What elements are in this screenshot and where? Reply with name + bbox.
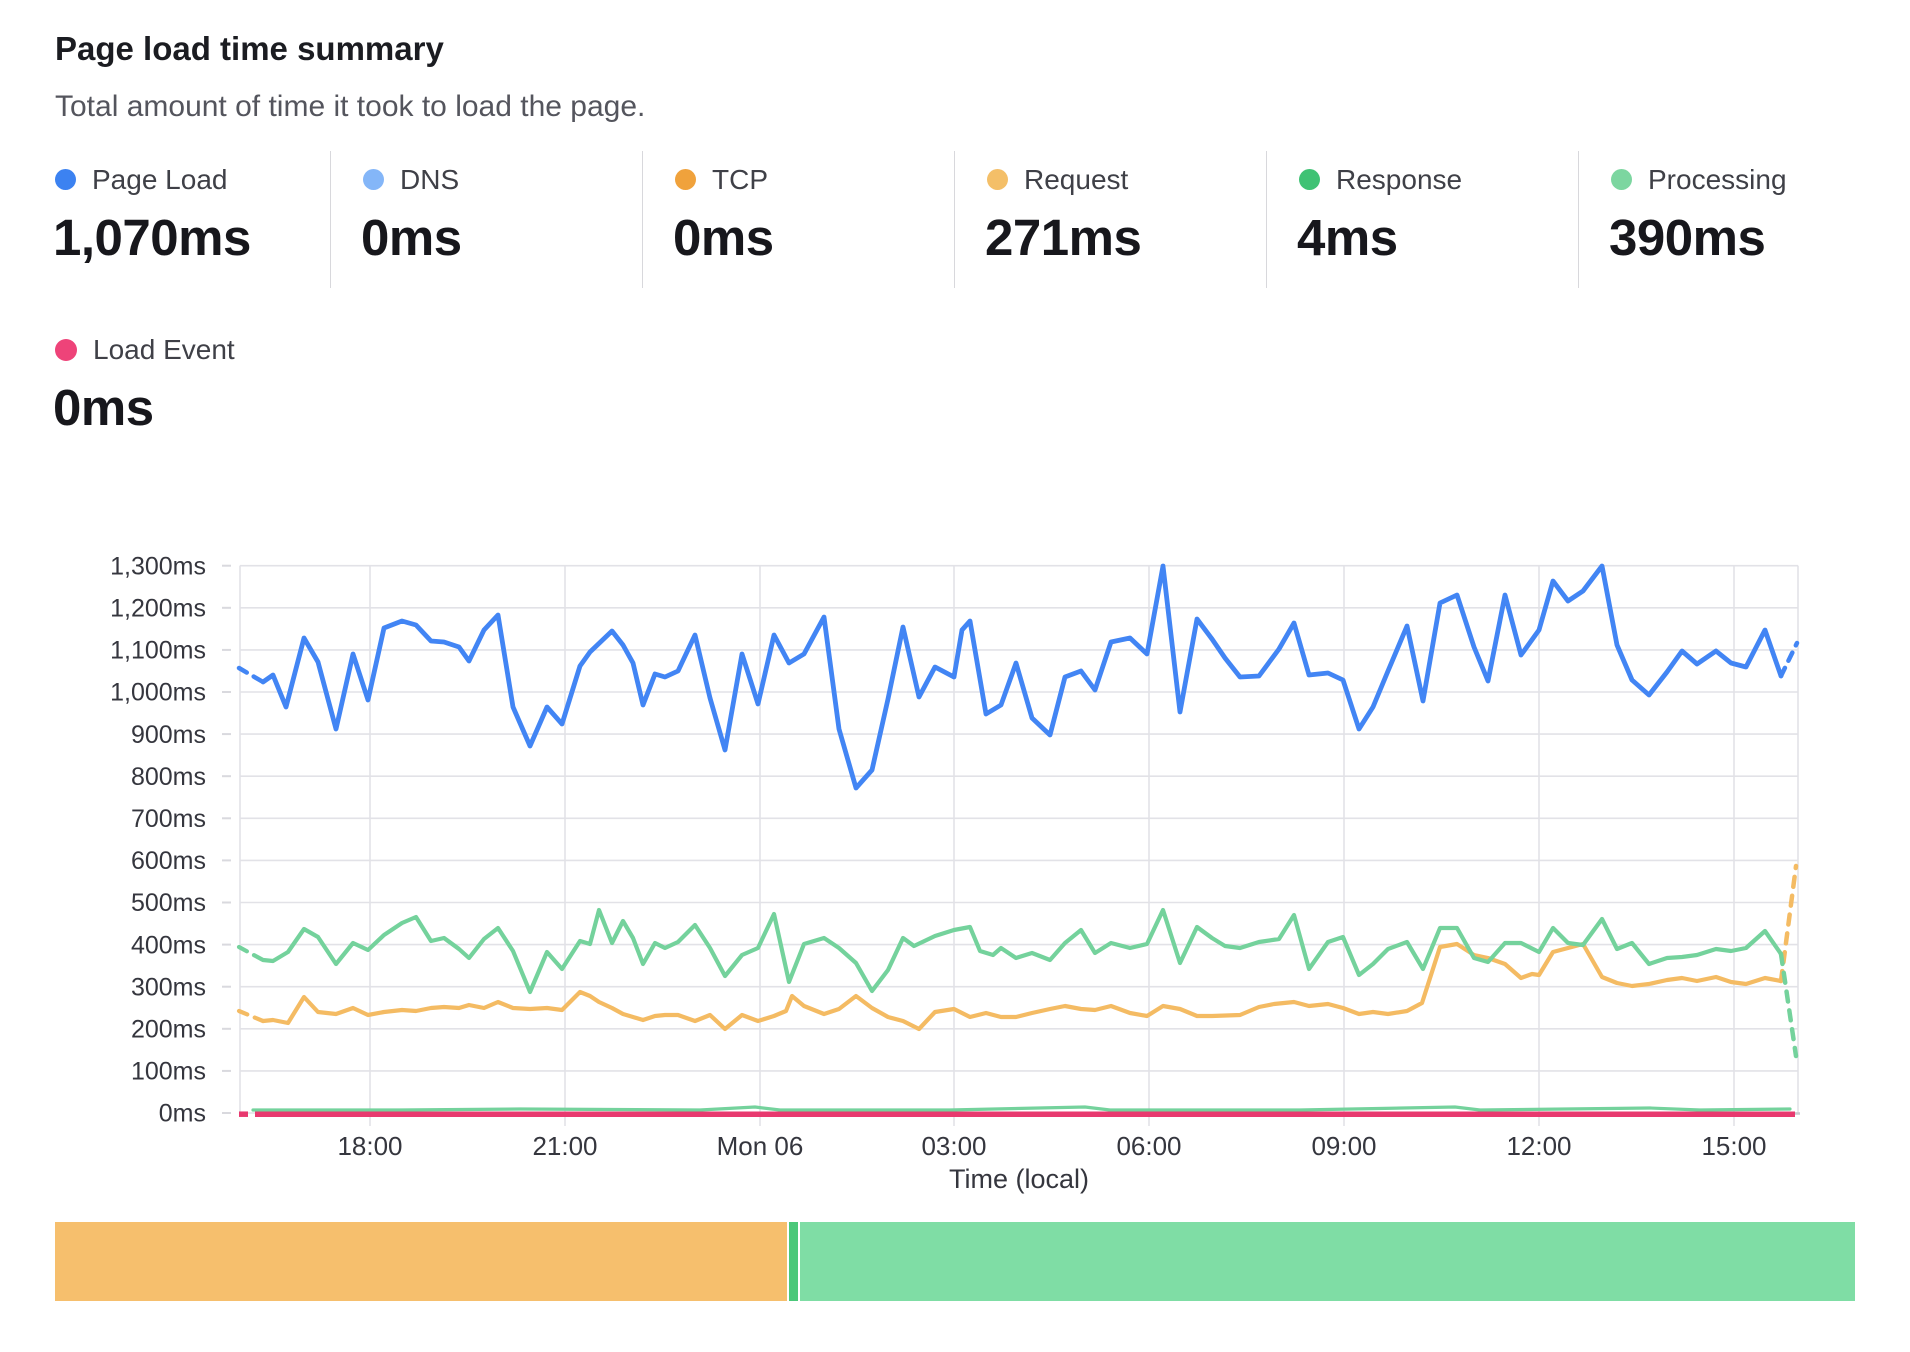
svg-text:900ms: 900ms xyxy=(131,721,206,749)
svg-text:15:00: 15:00 xyxy=(1701,1131,1766,1161)
svg-text:500ms: 500ms xyxy=(131,889,206,917)
svg-text:Time (local): Time (local) xyxy=(949,1164,1089,1194)
svg-text:03:00: 03:00 xyxy=(921,1131,986,1161)
svg-text:700ms: 700ms xyxy=(131,805,206,833)
svg-text:1,100ms: 1,100ms xyxy=(110,637,206,665)
svg-text:800ms: 800ms xyxy=(131,763,206,791)
svg-text:600ms: 600ms xyxy=(131,847,206,875)
svg-text:400ms: 400ms xyxy=(131,931,206,959)
svg-text:300ms: 300ms xyxy=(131,973,206,1001)
svg-text:0ms: 0ms xyxy=(159,1100,206,1128)
svg-text:Mon 06: Mon 06 xyxy=(717,1131,804,1161)
svg-text:1,300ms: 1,300ms xyxy=(110,552,206,580)
svg-text:18:00: 18:00 xyxy=(337,1131,402,1161)
svg-text:1,200ms: 1,200ms xyxy=(110,595,206,623)
svg-text:1,000ms: 1,000ms xyxy=(110,679,206,707)
svg-text:06:00: 06:00 xyxy=(1116,1131,1181,1161)
svg-text:09:00: 09:00 xyxy=(1311,1131,1376,1161)
svg-text:12:00: 12:00 xyxy=(1506,1131,1571,1161)
svg-text:21:00: 21:00 xyxy=(532,1131,597,1161)
svg-text:200ms: 200ms xyxy=(131,1016,206,1044)
svg-text:100ms: 100ms xyxy=(131,1058,206,1086)
